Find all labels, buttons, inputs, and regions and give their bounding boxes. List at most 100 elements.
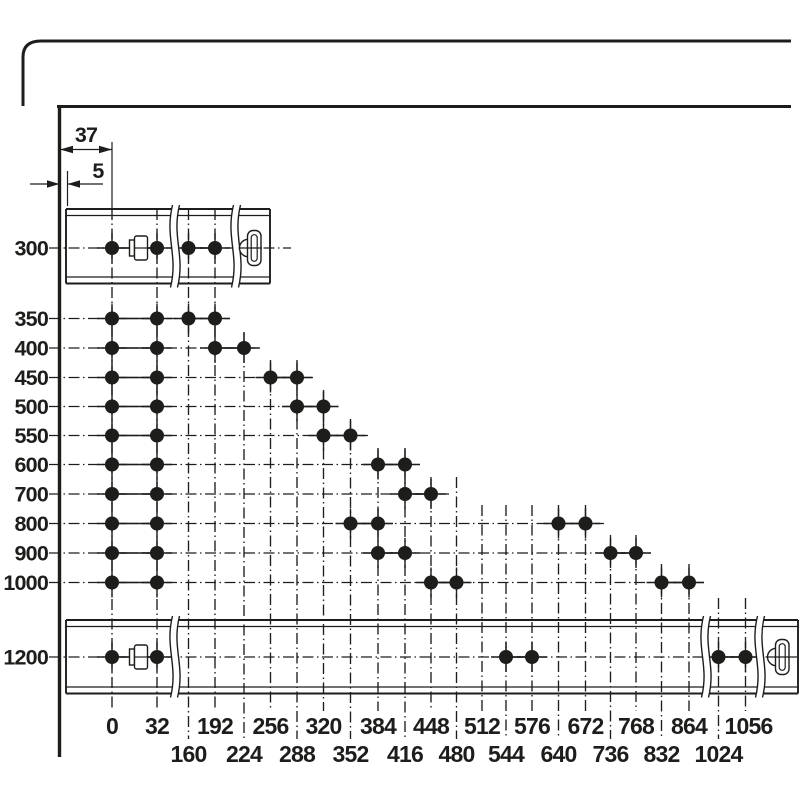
row-label-300: 300	[15, 237, 49, 261]
hole-marker-400-0	[105, 341, 119, 355]
hole-marker-1000-32	[150, 575, 164, 590]
hole-marker-600-32	[150, 457, 164, 472]
hole-marker-900-0	[105, 546, 119, 560]
break-curve	[761, 615, 766, 698]
hole-marker-450-256	[263, 370, 278, 385]
x-label-224: 224	[226, 741, 263, 767]
hole-marker-700-448	[424, 487, 438, 501]
hole-dots	[105, 241, 753, 664]
x-label-832: 832	[644, 741, 680, 767]
hole-marker-400-32	[150, 341, 164, 355]
hole-marker-1000-864	[682, 575, 696, 590]
dimension-label-5: 5	[92, 159, 104, 183]
hole-marker-600-0	[105, 457, 119, 472]
hole-marker-600-416	[398, 457, 412, 472]
row-label-900: 900	[15, 542, 49, 566]
hole-marker-350-0	[105, 311, 119, 326]
row-label-550: 550	[15, 424, 49, 448]
x-label-0: 0	[106, 713, 118, 739]
arrowhead-left-icon	[67, 180, 80, 188]
screw-stem	[128, 648, 136, 666]
x-label-320: 320	[306, 713, 342, 739]
grid-rows	[49, 247, 797, 658]
x-label-288: 288	[279, 741, 316, 767]
row-label-800: 800	[15, 512, 49, 536]
hole-marker-800-32	[150, 516, 164, 531]
break-curve	[230, 204, 235, 288]
x-label-640: 640	[541, 741, 577, 767]
hole-marker-1000-480	[449, 575, 464, 590]
x-label-448: 448	[413, 713, 450, 739]
hole-marker-800-672	[578, 516, 593, 531]
hole-marker-550-32	[150, 428, 164, 443]
euro-screw-icon	[128, 644, 149, 670]
cabinet-outline	[21, 39, 791, 757]
euro-screw-icon	[128, 235, 149, 261]
arrowhead-left-icon	[60, 145, 73, 154]
hole-marker-700-0	[105, 487, 119, 501]
row-label-700: 700	[15, 483, 49, 507]
cabinet-top-edge	[21, 39, 791, 106]
hole-marker-350-192	[208, 311, 222, 326]
row-label-600: 600	[15, 453, 49, 477]
hole-marker-400-224	[237, 341, 251, 355]
break-curve	[707, 615, 712, 698]
hole-marker-1200-1056	[738, 650, 753, 664]
row-label-500: 500	[15, 395, 49, 419]
hole-marker-350-160	[181, 311, 196, 326]
x-label-1024: 1024	[695, 741, 744, 767]
hole-marker-550-352	[343, 428, 358, 443]
hole-marker-500-32	[150, 399, 164, 414]
x-label-576: 576	[514, 713, 550, 739]
break-mask	[169, 616, 181, 698]
x-label-512: 512	[464, 713, 500, 739]
hole-marker-1000-0	[105, 575, 119, 590]
hole-marker-500-288	[290, 399, 304, 414]
x-label-256: 256	[253, 713, 289, 739]
break-mask	[700, 616, 712, 698]
x-label-544: 544	[488, 741, 525, 767]
hole-marker-550-320	[316, 428, 331, 443]
row-label-450: 450	[15, 366, 49, 390]
hole-marker-900-736	[603, 546, 618, 560]
x-label-384: 384	[360, 713, 397, 739]
hole-marker-1200-576	[525, 650, 539, 664]
break-curve	[754, 615, 759, 698]
hole-marker-1200-544	[499, 650, 513, 664]
x-label-672: 672	[568, 713, 604, 739]
x-label-736: 736	[593, 741, 629, 767]
hole-marker-1000-832	[654, 575, 669, 590]
hole-marker-1200-32	[150, 650, 164, 664]
hole-marker-450-0	[105, 370, 119, 385]
hole-marker-1200-1024	[711, 650, 726, 664]
hole-marker-450-288	[290, 370, 304, 385]
hole-marker-450-32	[150, 370, 164, 385]
x-label-480: 480	[439, 741, 475, 767]
hole-marker-500-320	[316, 399, 331, 414]
mounting-bracket-icon	[766, 638, 790, 676]
hole-marker-900-384	[371, 546, 385, 560]
x-label-768: 768	[618, 713, 655, 739]
hole-marker-900-416	[398, 546, 412, 560]
x-label-352: 352	[333, 741, 369, 767]
break-mask	[754, 616, 766, 698]
x-label-160: 160	[171, 741, 207, 767]
hole-marker-700-416	[398, 487, 412, 501]
break-curve	[176, 615, 181, 698]
hole-marker-300-0	[105, 241, 119, 255]
hole-marker-900-768	[629, 546, 643, 560]
row-label-1000: 1000	[3, 571, 48, 595]
x-axis-labels: 0 321601922242562883203523844164484805125…	[106, 713, 773, 767]
hole-marker-600-384	[371, 457, 385, 472]
hole-marker-800-384	[371, 516, 385, 531]
dimension-annotations: 37 5	[30, 123, 113, 209]
fitting-icons	[128, 229, 790, 676]
rail-1200	[65, 619, 799, 695]
hole-marker-700-32	[150, 487, 164, 501]
row-label-1200: 1200	[3, 646, 48, 670]
hole-marker-1200-0	[105, 650, 119, 664]
break-curve	[169, 204, 174, 288]
x-label-32: 32	[145, 713, 169, 739]
rail-profiles	[65, 208, 799, 695]
